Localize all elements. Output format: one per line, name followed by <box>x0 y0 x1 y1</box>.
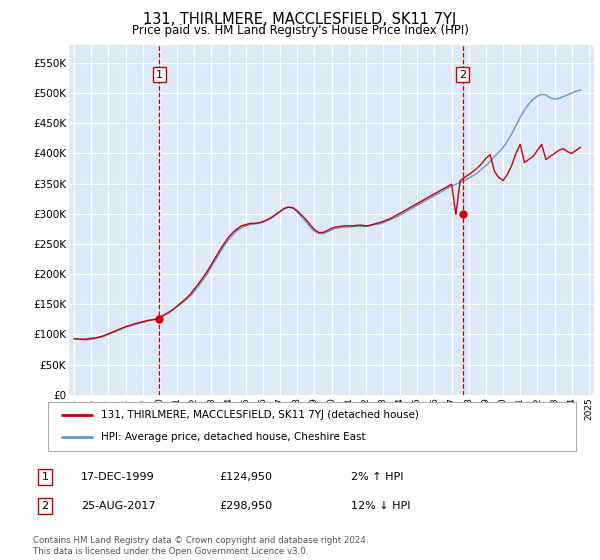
Text: 1: 1 <box>41 472 49 482</box>
Text: 131, THIRLMERE, MACCLESFIELD, SK11 7YJ (detached house): 131, THIRLMERE, MACCLESFIELD, SK11 7YJ (… <box>101 410 419 420</box>
Text: 1: 1 <box>156 69 163 80</box>
Text: HPI: Average price, detached house, Cheshire East: HPI: Average price, detached house, Ches… <box>101 432 365 442</box>
Text: 2: 2 <box>459 69 466 80</box>
Text: 12% ↓ HPI: 12% ↓ HPI <box>351 501 410 511</box>
Text: Price paid vs. HM Land Registry's House Price Index (HPI): Price paid vs. HM Land Registry's House … <box>131 24 469 37</box>
Text: 2% ↑ HPI: 2% ↑ HPI <box>351 472 404 482</box>
Text: Contains HM Land Registry data © Crown copyright and database right 2024.: Contains HM Land Registry data © Crown c… <box>33 536 368 545</box>
Text: £124,950: £124,950 <box>219 472 272 482</box>
Text: This data is licensed under the Open Government Licence v3.0.: This data is licensed under the Open Gov… <box>33 547 308 556</box>
Text: 2: 2 <box>41 501 49 511</box>
Text: 131, THIRLMERE, MACCLESFIELD, SK11 7YJ: 131, THIRLMERE, MACCLESFIELD, SK11 7YJ <box>143 12 457 27</box>
Text: 25-AUG-2017: 25-AUG-2017 <box>81 501 155 511</box>
Text: £298,950: £298,950 <box>219 501 272 511</box>
Text: 17-DEC-1999: 17-DEC-1999 <box>81 472 155 482</box>
